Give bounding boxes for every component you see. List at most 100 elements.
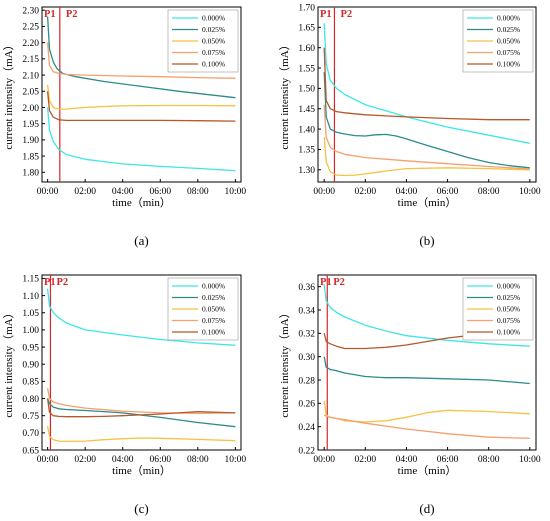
- phase-label-p1: P1: [44, 9, 56, 20]
- series-line: [46, 398, 236, 418]
- chart-panel: 1.80 1.85 1.90 1.95 2.00 2.05 2.10 2.15 2.20 2.25…: [2, 6, 247, 248]
- y-tick-label: 1.50: [298, 85, 315, 95]
- y-tick-label: 0.30: [298, 353, 315, 363]
- plot-frame: [317, 6, 537, 183]
- x-tick-label: 02:00: [74, 187, 96, 197]
- y-tick-label: 1.35: [298, 146, 315, 156]
- legend: 0.000% 0.025% 0.050% 0.075% 0.100%: [462, 9, 534, 73]
- y-axis-label: current intensity（mA）: [278, 39, 291, 149]
- y-tick-label: 1.95: [22, 120, 39, 130]
- series-line: [323, 414, 530, 439]
- y-tick-label: 1.10: [22, 292, 39, 302]
- legend: 0.000% 0.025% 0.050% 0.075% 0.100%: [462, 277, 534, 341]
- phase-label-p1: P1: [320, 9, 332, 20]
- legend-label: 0.100%: [497, 328, 520, 337]
- y-tick-label: 0.75: [22, 412, 39, 422]
- legend-label: 0.000%: [497, 282, 520, 291]
- legend-label: 0.000%: [202, 282, 225, 291]
- series-line: [46, 288, 236, 346]
- y-tick-label: 2.00: [22, 104, 39, 114]
- y-tick-label: 0.36: [298, 283, 315, 293]
- x-tick-label: 02:00: [74, 455, 96, 465]
- phase-label-p2: P2: [333, 277, 345, 288]
- series-lines: [323, 23, 530, 177]
- series-line: [46, 42, 236, 79]
- panel-caption: (b): [419, 233, 434, 248]
- x-tick-label: 10:00: [519, 187, 541, 197]
- x-tick-label: 06:00: [437, 455, 459, 465]
- y-tick-label: 1.15: [22, 275, 39, 285]
- x-tick-label: 00:00: [37, 187, 59, 197]
- y-axis-label: current intensity（mA）: [2, 307, 15, 417]
- legend-label: 0.050%: [202, 305, 225, 314]
- y-tick-label: 2.15: [22, 55, 39, 65]
- y-tick-label: 0.26: [298, 400, 315, 410]
- series-line: [323, 137, 530, 177]
- series-line: [323, 284, 530, 347]
- y-tick-label: 1.00: [22, 326, 39, 336]
- x-tick-label: 00:00: [37, 455, 59, 465]
- y-tick-label: 0.28: [298, 376, 315, 386]
- y-tick-label: 1.85: [22, 152, 39, 162]
- panel-caption: (c): [134, 501, 148, 516]
- panel-caption: (a): [134, 233, 148, 248]
- x-tick-label: 06:00: [149, 455, 171, 465]
- y-tick-label: 1.65: [298, 24, 315, 34]
- legend-label: 0.025%: [497, 293, 520, 302]
- y-tick-label: 2.05: [22, 88, 39, 98]
- series-line: [323, 356, 530, 385]
- series-line: [323, 23, 530, 144]
- plot-frame: [317, 274, 537, 451]
- x-tick-label: 00:00: [313, 455, 335, 465]
- series-line: [46, 425, 236, 443]
- x-tick-label: 04:00: [112, 455, 134, 465]
- x-tick-label: 10:00: [225, 187, 247, 197]
- y-tick-label: 0.32: [298, 330, 315, 340]
- y-tick-label: 0.95: [22, 343, 39, 353]
- y-tick-label: 0.65: [22, 446, 39, 456]
- plot-frame: [41, 6, 242, 183]
- y-tick-label: 0.70: [22, 429, 39, 439]
- x-tick-label: 08:00: [478, 455, 500, 465]
- y-tick-label: 0.34: [298, 306, 315, 316]
- chart-panel: 1.30 1.35 1.40 1.45 1.50 1.55 1.60 1.65 1.70 00:0…: [278, 3, 541, 248]
- x-tick-label: 02:00: [354, 455, 376, 465]
- legend-label: 0.050%: [202, 37, 225, 46]
- legend-label: 0.100%: [202, 328, 225, 337]
- series-line: [323, 104, 530, 170]
- legend-label: 0.000%: [202, 14, 225, 23]
- y-axis-label: current intensity（mA）: [278, 307, 291, 417]
- y-tick-label: 0.90: [22, 361, 39, 371]
- y-tick-label: 2.25: [22, 23, 39, 33]
- panel-caption: (d): [419, 501, 434, 516]
- legend-label: 0.075%: [497, 48, 520, 57]
- x-tick-label: 04:00: [112, 187, 134, 197]
- legend-label: 0.025%: [202, 25, 225, 34]
- phase-label-p2: P2: [56, 277, 68, 288]
- series-lines: [46, 16, 236, 172]
- x-tick-label: 04:00: [396, 455, 418, 465]
- y-axis-label: current intensity（mA）: [2, 39, 15, 149]
- y-tick-label: 1.30: [298, 166, 315, 176]
- y-tick-label: 1.80: [22, 169, 39, 179]
- y-tick-label: 1.45: [298, 105, 315, 115]
- y-tick-label: 1.70: [298, 3, 315, 13]
- x-tick-label: 04:00: [396, 187, 418, 197]
- y-tick-label: 2.20: [22, 39, 39, 49]
- x-axis-label: time（min）: [398, 196, 457, 209]
- series-line: [323, 400, 530, 423]
- series-line: [46, 84, 236, 110]
- y-tick-label: 0.80: [22, 395, 39, 405]
- phase-label-p2: P2: [66, 9, 78, 20]
- chart-panel: 0.65 0.70 0.75 0.80 0.85 0.90 0.95 1.00 1.05 1.10…: [2, 274, 246, 516]
- series-line: [323, 47, 530, 121]
- series-lines: [323, 284, 530, 439]
- x-axis-label: time（min）: [112, 196, 171, 209]
- phase-label-p2: P2: [340, 9, 352, 20]
- phase-label-p1: P1: [44, 277, 56, 288]
- chart-panel: 0.22 0.24 0.26 0.28 0.30 0.32 0.34 0.36 00:00 02:…: [278, 274, 541, 516]
- y-tick-label: 1.55: [298, 64, 315, 74]
- x-tick-label: 00:00: [313, 187, 335, 197]
- legend-label: 0.025%: [497, 25, 520, 34]
- phase-label-p1: P1: [320, 277, 332, 288]
